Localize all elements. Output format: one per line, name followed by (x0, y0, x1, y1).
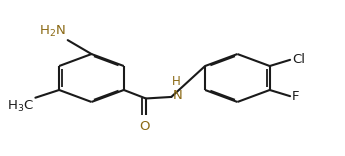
Text: O: O (140, 120, 150, 133)
Text: Cl: Cl (292, 53, 305, 66)
Text: N: N (172, 89, 182, 102)
Text: H: H (172, 76, 181, 88)
Text: H$_3$C: H$_3$C (7, 98, 34, 114)
Text: H$_2$N: H$_2$N (39, 24, 66, 39)
Text: F: F (292, 90, 299, 103)
